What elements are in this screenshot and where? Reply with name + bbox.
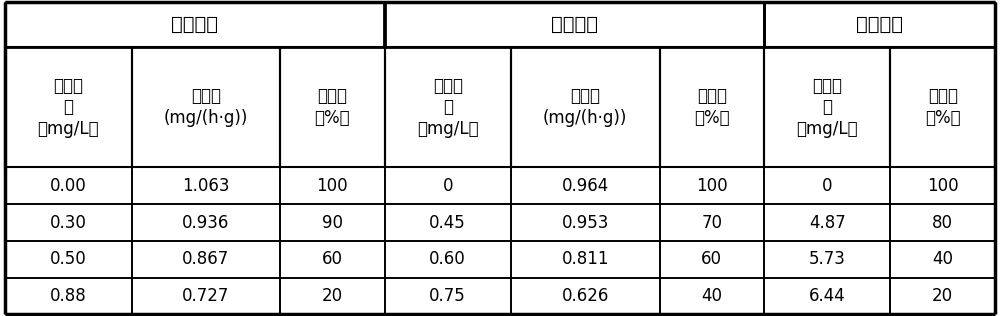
Text: 100: 100 (316, 177, 348, 195)
Text: 0.867: 0.867 (182, 250, 229, 268)
Text: 存活率
（%）: 存活率 （%） (925, 88, 961, 127)
Text: 0.727: 0.727 (182, 287, 229, 305)
Text: 0.30: 0.30 (50, 214, 87, 232)
Text: 0.88: 0.88 (50, 287, 87, 305)
Text: 余氯浓
度
（mg/L）: 余氯浓 度 （mg/L） (417, 77, 479, 138)
Text: 耗氧率
(mg/(h·g)): 耗氧率 (mg/(h·g)) (164, 88, 248, 127)
Text: 0: 0 (442, 177, 453, 195)
Text: 余氯浓
度
（mg/L）: 余氯浓 度 （mg/L） (796, 77, 858, 138)
Text: 80: 80 (932, 214, 953, 232)
Text: 0.811: 0.811 (561, 250, 609, 268)
Text: 0.60: 0.60 (429, 250, 466, 268)
Text: 40: 40 (701, 287, 722, 305)
Text: 斑节对虾: 斑节对虾 (856, 15, 903, 34)
Text: 70: 70 (701, 214, 722, 232)
Text: 90: 90 (322, 214, 343, 232)
Text: 0.953: 0.953 (562, 214, 609, 232)
Text: 余氯浓
度
（mg/L）: 余氯浓 度 （mg/L） (37, 77, 99, 138)
Text: 40: 40 (932, 250, 953, 268)
Text: 0.00: 0.00 (50, 177, 87, 195)
Text: 5.73: 5.73 (809, 250, 846, 268)
Text: 0.50: 0.50 (50, 250, 87, 268)
Text: 100: 100 (696, 177, 728, 195)
Text: 0.45: 0.45 (429, 214, 466, 232)
Text: 0.964: 0.964 (562, 177, 609, 195)
Text: 存活率
（%）: 存活率 （%） (314, 88, 350, 127)
Text: 0.936: 0.936 (182, 214, 229, 232)
Text: 4.87: 4.87 (809, 214, 846, 232)
Text: 20: 20 (322, 287, 343, 305)
Text: 耗氧率
(mg/(h·g)): 耗氧率 (mg/(h·g)) (543, 88, 627, 127)
Text: 黑鲷仔鱼: 黑鲷仔鱼 (551, 15, 598, 34)
Text: 1.063: 1.063 (182, 177, 230, 195)
Text: 6.44: 6.44 (809, 287, 846, 305)
Text: 0.626: 0.626 (562, 287, 609, 305)
Text: 60: 60 (701, 250, 722, 268)
Text: 60: 60 (322, 250, 343, 268)
Text: 0.75: 0.75 (429, 287, 466, 305)
Text: 0: 0 (822, 177, 832, 195)
Text: 100: 100 (927, 177, 959, 195)
Text: 20: 20 (932, 287, 953, 305)
Text: 平鲷仔鱼: 平鲷仔鱼 (171, 15, 218, 34)
Text: 存活率
（%）: 存活率 （%） (694, 88, 730, 127)
